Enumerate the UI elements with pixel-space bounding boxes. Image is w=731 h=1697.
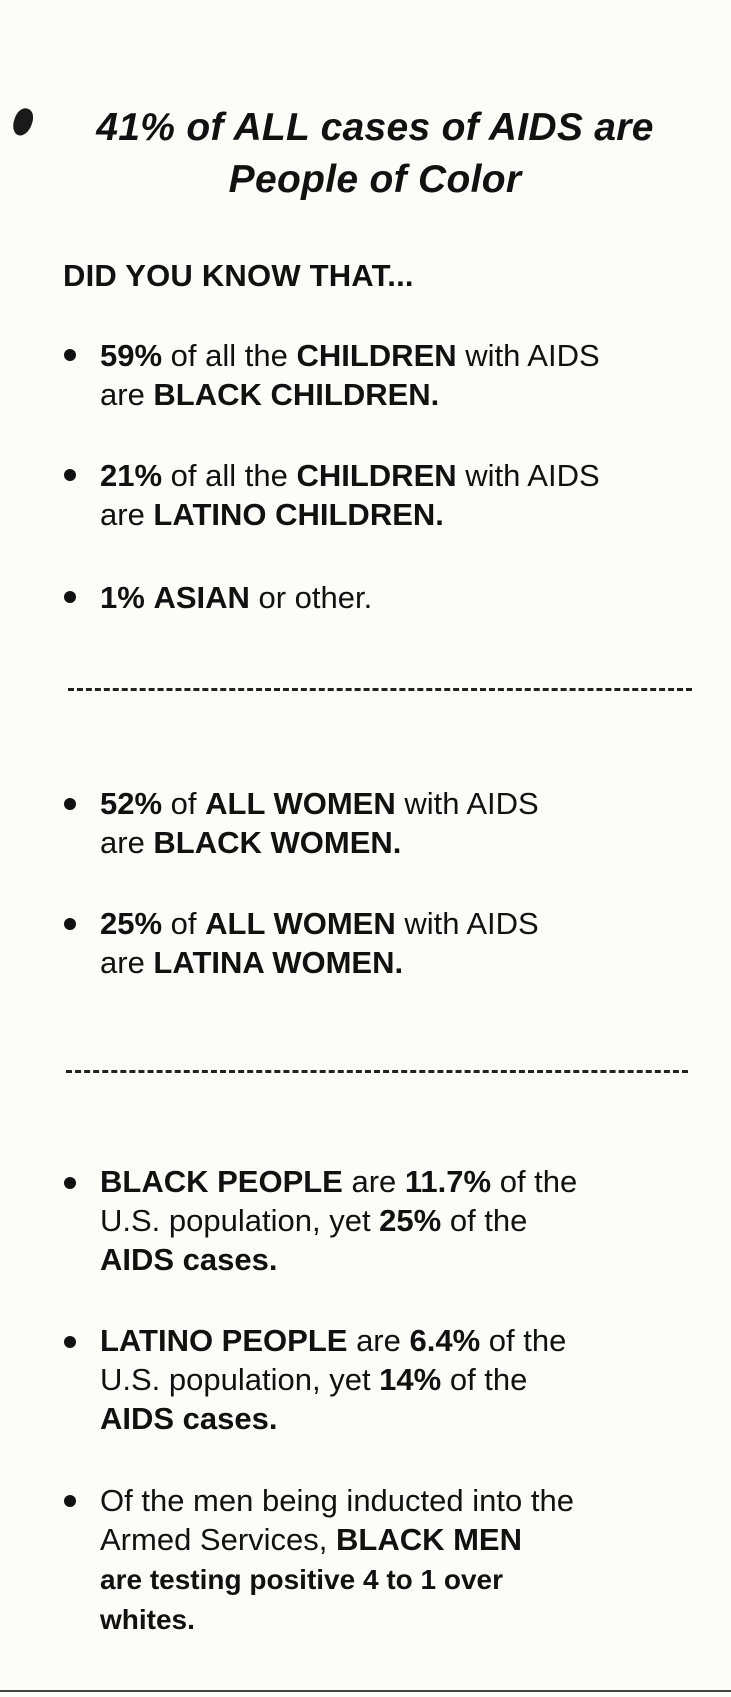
fact-latino-children: 21% of all the CHILDREN with AIDS are LA… [100, 456, 700, 534]
fact-highlight: LATINA WOMEN. [153, 945, 404, 980]
bullet-icon [64, 469, 76, 481]
fact-armed-services: Of the men being inducted into the Armed… [100, 1481, 720, 1639]
headline-line-1: 41% of ALL cases of AIDS are [96, 106, 654, 149]
dashed-divider [68, 688, 692, 691]
fact-text: of the [491, 1164, 578, 1199]
headline-line-2: People of Color [228, 158, 522, 201]
bullet-icon [64, 1336, 76, 1348]
fact-highlight: BLACK PEOPLE [100, 1164, 343, 1199]
fact-text: Of the men being inducted into the [100, 1483, 574, 1518]
ink-smudge [10, 105, 36, 139]
bullet-icon [64, 918, 76, 930]
fact-percent: 14% [379, 1362, 442, 1397]
fact-text: or other. [249, 580, 373, 615]
fact-highlight: ASIAN [153, 580, 250, 615]
fact-highlight: BLACK WOMEN. [153, 825, 402, 860]
fact-text: with AIDS [395, 786, 539, 821]
fact-percent: 11.7% [404, 1164, 492, 1199]
fact-percent: 59% [100, 338, 163, 373]
bullet-icon [64, 798, 76, 810]
bullet-icon [64, 1495, 76, 1507]
page-edge-line [0, 1690, 731, 1692]
fact-highlight: LATINO CHILDREN. [153, 497, 444, 532]
fact-text: Armed Services, [100, 1522, 337, 1557]
fact-text: U.S. population, yet [100, 1362, 380, 1397]
fact-text: of the [441, 1203, 528, 1238]
fact-text: are [347, 1323, 410, 1358]
bullet-icon [64, 591, 76, 603]
fact-text: of the [441, 1362, 528, 1397]
fact-black-children: 59% of all the CHILDREN with AIDS are BL… [100, 336, 700, 414]
fact-text: of all the [162, 338, 297, 373]
headline: 41% of ALL cases of AIDS are People of C… [40, 102, 710, 206]
fact-text: U.S. population, yet [100, 1203, 380, 1238]
dashed-divider [66, 1070, 688, 1073]
fact-text: with AIDS [395, 906, 539, 941]
fact-group: ALL WOMEN [205, 906, 396, 941]
fact-text: are [342, 1164, 405, 1199]
fact-black-women: 52% of ALL WOMEN with AIDS are BLACK WOM… [100, 784, 700, 862]
fact-text: with AIDS [456, 338, 600, 373]
fact-text: of [162, 906, 206, 941]
fact-percent: 1% [100, 580, 145, 615]
fact-latina-women: 25% of ALL WOMEN with AIDS are LATINA WO… [100, 904, 700, 982]
fact-text: of all the [162, 458, 297, 493]
fact-highlight: AIDS cases. [100, 1401, 278, 1436]
fact-asian-children: 1% ASIAN or other. [100, 578, 700, 617]
fact-text: of [162, 786, 206, 821]
fact-latino-population: LATINO PEOPLE are 6.4% of the U.S. popul… [100, 1321, 720, 1438]
fact-highlight: BLACK CHILDREN. [153, 377, 440, 412]
fact-highlight: whites. [100, 1604, 195, 1635]
fact-text: are [100, 825, 154, 860]
fact-percent: 25% [100, 906, 163, 941]
fact-percent: 52% [100, 786, 163, 821]
bullet-icon [64, 1177, 76, 1189]
bullet-icon [64, 349, 76, 361]
fact-percent: 21% [100, 458, 163, 493]
fact-highlight: BLACK MEN [336, 1522, 523, 1557]
fact-text: with AIDS [456, 458, 600, 493]
fact-group: ALL WOMEN [205, 786, 396, 821]
fact-text: are [100, 497, 154, 532]
fact-highlight: AIDS cases. [100, 1242, 278, 1277]
intro-heading: DID YOU KNOW THAT... [63, 258, 414, 293]
fact-text: are [100, 377, 154, 412]
fact-group: CHILDREN [296, 338, 457, 373]
fact-highlight: are testing positive 4 to 1 over [100, 1564, 504, 1595]
fact-percent: 25% [379, 1203, 442, 1238]
fact-group: CHILDREN [296, 458, 457, 493]
fact-black-population: BLACK PEOPLE are 11.7% of the U.S. popul… [100, 1162, 720, 1279]
fact-text: are [100, 945, 154, 980]
fact-highlight: LATINO PEOPLE [100, 1323, 348, 1358]
fact-text: of the [480, 1323, 567, 1358]
fact-percent: 6.4% [409, 1323, 481, 1358]
